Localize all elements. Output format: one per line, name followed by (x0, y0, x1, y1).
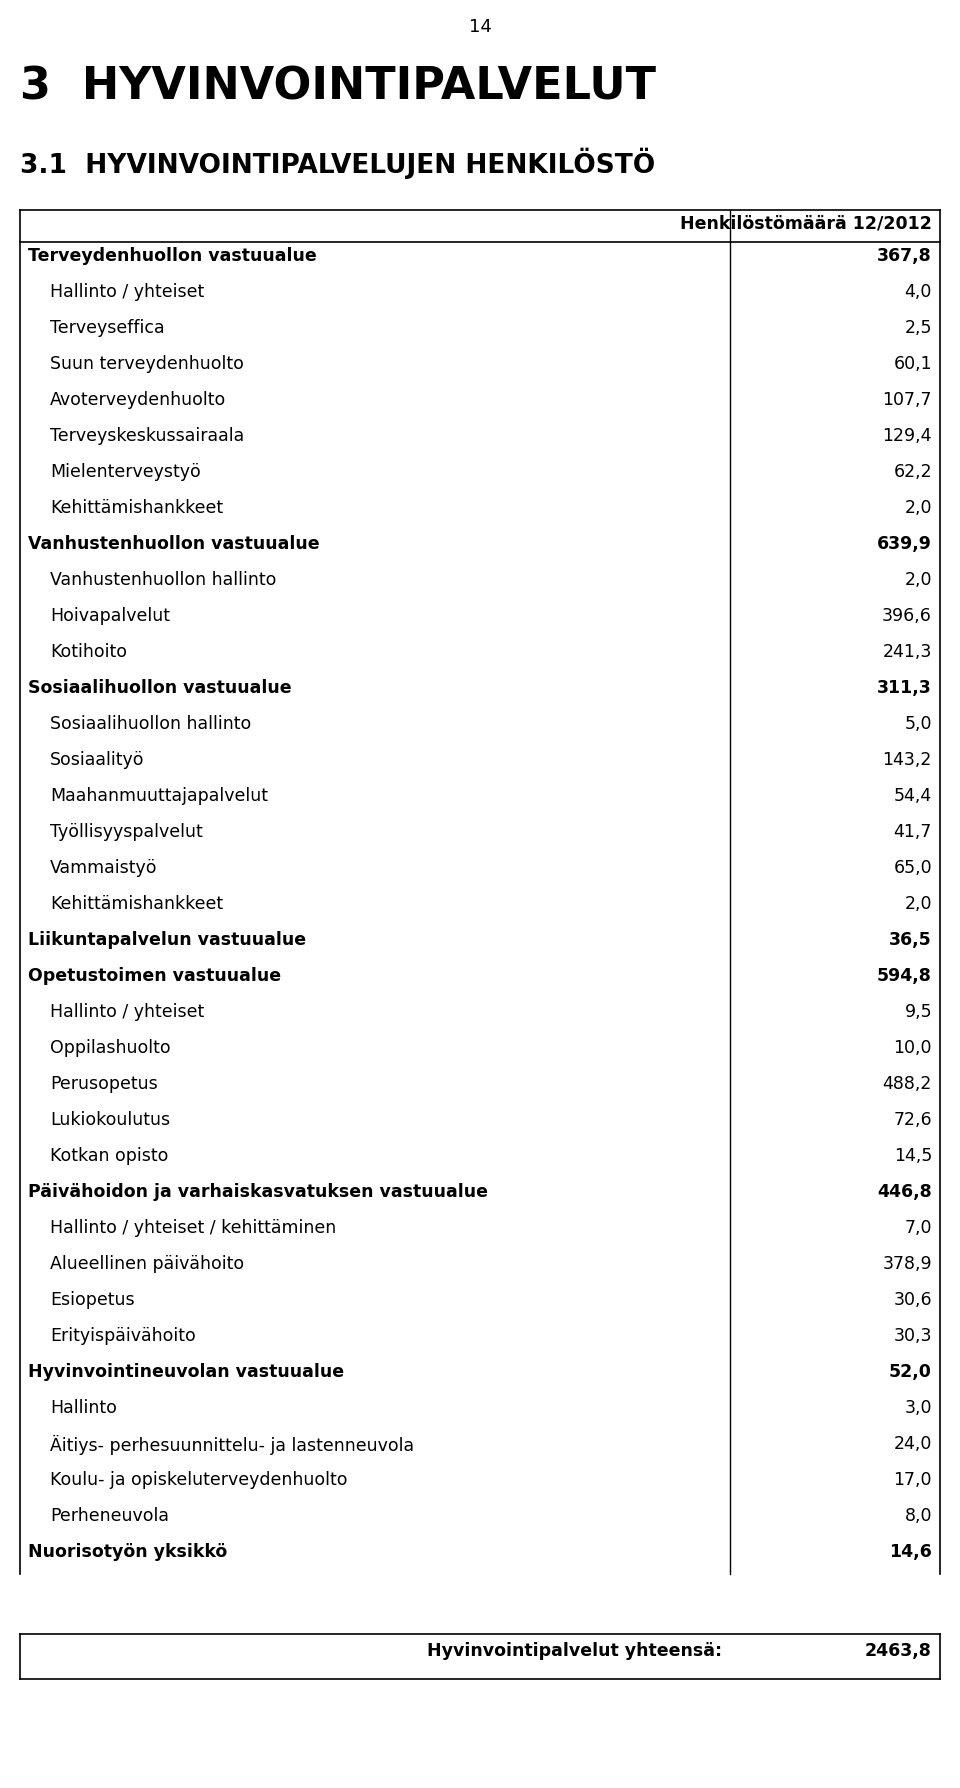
Text: Sosiaalihuollon hallinto: Sosiaalihuollon hallinto (50, 715, 252, 733)
Text: Liikuntapalvelun vastuualue: Liikuntapalvelun vastuualue (28, 932, 306, 949)
Text: 30,3: 30,3 (894, 1327, 932, 1345)
Text: 446,8: 446,8 (877, 1184, 932, 1202)
Text: Työllisyyspalvelut: Työllisyyspalvelut (50, 822, 203, 840)
Text: 4,0: 4,0 (904, 283, 932, 300)
Text: 594,8: 594,8 (877, 967, 932, 985)
Text: Avoterveydenhuolto: Avoterveydenhuolto (50, 392, 227, 409)
Text: 36,5: 36,5 (889, 932, 932, 949)
Text: Vanhustenhuollon vastuualue: Vanhustenhuollon vastuualue (28, 535, 320, 552)
Text: Maahanmuuttajapalvelut: Maahanmuuttajapalvelut (50, 787, 268, 805)
Text: Alueellinen päivähoito: Alueellinen päivähoito (50, 1255, 244, 1273)
Text: 62,2: 62,2 (894, 463, 932, 481)
Text: 241,3: 241,3 (882, 644, 932, 662)
Text: Kotkan opisto: Kotkan opisto (50, 1146, 168, 1166)
Text: Erityispäivähoito: Erityispäivähoito (50, 1327, 196, 1345)
Text: Vammaistyö: Vammaistyö (50, 858, 157, 876)
Text: 2,0: 2,0 (904, 896, 932, 914)
Text: Kehittämishankkeet: Kehittämishankkeet (50, 499, 223, 517)
Text: 5,0: 5,0 (904, 715, 932, 733)
Text: Mielenterveystyö: Mielenterveystyö (50, 463, 201, 481)
Text: Kehittämishankkeet: Kehittämishankkeet (50, 896, 223, 914)
Text: Hallinto / yhteiset: Hallinto / yhteiset (50, 1003, 204, 1021)
Text: 17,0: 17,0 (894, 1472, 932, 1489)
Text: 8,0: 8,0 (904, 1507, 932, 1525)
Text: Päivähoidon ja varhaiskasvatuksen vastuualue: Päivähoidon ja varhaiskasvatuksen vastuu… (28, 1184, 488, 1202)
Text: Perheneuvola: Perheneuvola (50, 1507, 169, 1525)
Text: Sosiaalihuollon vastuualue: Sosiaalihuollon vastuualue (28, 679, 292, 697)
Text: 9,5: 9,5 (904, 1003, 932, 1021)
Text: Hyvinvointineuvolan vastuualue: Hyvinvointineuvolan vastuualue (28, 1362, 344, 1380)
Text: 2,0: 2,0 (904, 499, 932, 517)
Text: 7,0: 7,0 (904, 1219, 932, 1237)
Text: 2,0: 2,0 (904, 570, 932, 588)
Text: Terveydenhuollon vastuualue: Terveydenhuollon vastuualue (28, 247, 317, 265)
Text: Terveyskeskussairaala: Terveyskeskussairaala (50, 427, 244, 445)
Text: 14,6: 14,6 (889, 1543, 932, 1561)
Text: Lukiokoulutus: Lukiokoulutus (50, 1110, 170, 1128)
Text: 311,3: 311,3 (877, 679, 932, 697)
Text: 24,0: 24,0 (894, 1436, 932, 1454)
Text: 41,7: 41,7 (894, 822, 932, 840)
Text: Esiopetus: Esiopetus (50, 1291, 134, 1309)
Text: 143,2: 143,2 (882, 751, 932, 769)
Text: 488,2: 488,2 (882, 1075, 932, 1092)
Text: 14: 14 (468, 18, 492, 36)
Text: Henkilöstömäärä 12/2012: Henkilöstömäärä 12/2012 (680, 215, 932, 232)
Text: 3  HYVINVOINTIPALVELUT: 3 HYVINVOINTIPALVELUT (20, 64, 656, 107)
Text: Opetustoimen vastuualue: Opetustoimen vastuualue (28, 967, 281, 985)
Text: 60,1: 60,1 (894, 356, 932, 374)
Text: 2463,8: 2463,8 (865, 1641, 932, 1659)
Text: Hallinto: Hallinto (50, 1398, 117, 1418)
Text: Vanhustenhuollon hallinto: Vanhustenhuollon hallinto (50, 570, 276, 588)
Text: 378,9: 378,9 (882, 1255, 932, 1273)
Text: 10,0: 10,0 (894, 1039, 932, 1057)
Text: 639,9: 639,9 (877, 535, 932, 552)
Text: Hallinto / yhteiset / kehittäminen: Hallinto / yhteiset / kehittäminen (50, 1219, 336, 1237)
Text: 65,0: 65,0 (894, 858, 932, 876)
Text: 3,0: 3,0 (904, 1398, 932, 1418)
Text: Nuorisotyön yksikkö: Nuorisotyön yksikkö (28, 1543, 228, 1561)
Text: Perusopetus: Perusopetus (50, 1075, 157, 1092)
Text: Suun terveydenhuolto: Suun terveydenhuolto (50, 356, 244, 374)
Text: Äitiys- perhesuunnittelu- ja lastenneuvola: Äitiys- perhesuunnittelu- ja lastenneuvo… (50, 1436, 414, 1455)
Text: Koulu- ja opiskeluterveydenhuolto: Koulu- ja opiskeluterveydenhuolto (50, 1472, 348, 1489)
Text: Kotihoito: Kotihoito (50, 644, 127, 662)
Text: 52,0: 52,0 (889, 1362, 932, 1380)
Text: Hyvinvointipalvelut yhteensä:: Hyvinvointipalvelut yhteensä: (427, 1641, 722, 1659)
Text: 3.1  HYVINVOINTIPALVELUJEN HENKILÖSTÖ: 3.1 HYVINVOINTIPALVELUJEN HENKILÖSTÖ (20, 148, 656, 179)
Text: 107,7: 107,7 (882, 392, 932, 409)
Text: Terveyseffica: Terveyseffica (50, 318, 164, 336)
Text: 2,5: 2,5 (904, 318, 932, 336)
Text: 14,5: 14,5 (894, 1146, 932, 1166)
Text: 129,4: 129,4 (882, 427, 932, 445)
Text: Hallinto / yhteiset: Hallinto / yhteiset (50, 283, 204, 300)
Text: Sosiaalityö: Sosiaalityö (50, 751, 145, 769)
Text: 54,4: 54,4 (894, 787, 932, 805)
Text: 72,6: 72,6 (894, 1110, 932, 1128)
Text: Oppilashuolto: Oppilashuolto (50, 1039, 171, 1057)
Text: 396,6: 396,6 (882, 606, 932, 626)
Text: 30,6: 30,6 (894, 1291, 932, 1309)
Text: Hoivapalvelut: Hoivapalvelut (50, 606, 170, 626)
Text: 367,8: 367,8 (877, 247, 932, 265)
